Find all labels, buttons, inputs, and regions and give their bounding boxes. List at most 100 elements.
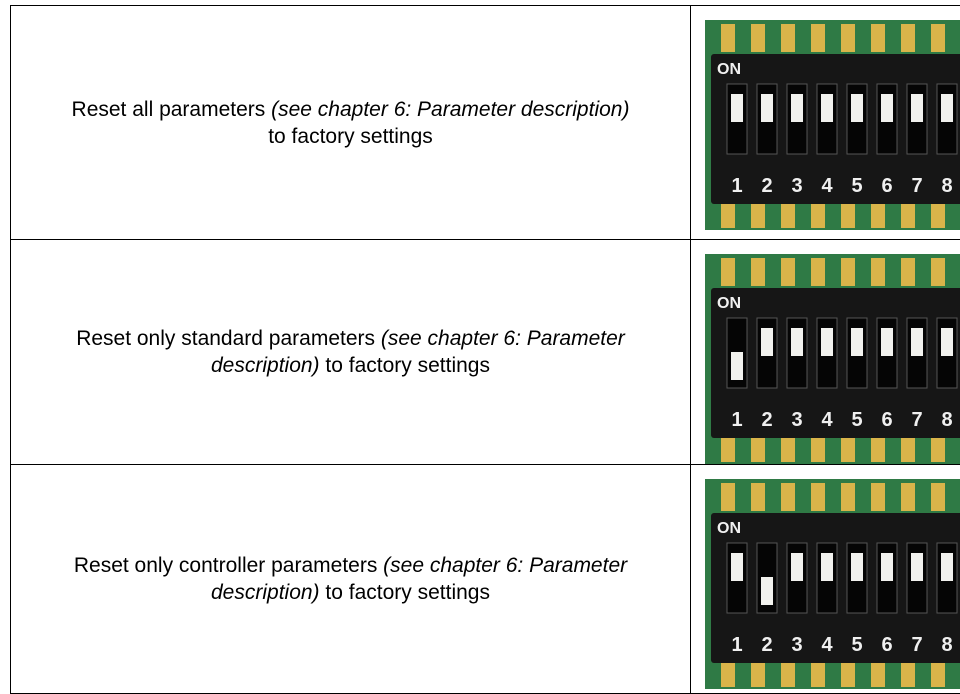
pin <box>721 200 735 228</box>
paddle <box>911 94 923 122</box>
pin <box>871 24 885 52</box>
pin <box>841 434 855 462</box>
pin <box>811 200 825 228</box>
suffix: to factory settings <box>319 354 490 377</box>
action-text: Reset only standard parameters <box>76 327 381 350</box>
pin <box>901 659 915 687</box>
paddle <box>851 328 863 356</box>
action-text: Reset all parameters <box>71 97 272 121</box>
image-cell: ON 1 2 3 4 5 6 7 8 <box>690 464 960 694</box>
position-label: 4 <box>821 634 833 656</box>
reference: (see chapter 6: Parameter description) <box>211 327 625 377</box>
pin <box>721 434 735 462</box>
pin <box>751 200 765 228</box>
description: Reset only controller parameters (see ch… <box>61 552 640 606</box>
paddle <box>881 328 893 356</box>
pin <box>901 200 915 228</box>
description-cell: Reset only controller parameters (see ch… <box>10 464 691 694</box>
position-label: 7 <box>911 175 922 197</box>
pin <box>751 258 765 286</box>
pin <box>871 483 885 511</box>
position-label: 1 <box>731 175 742 197</box>
pin <box>931 24 945 52</box>
reference: (see chapter 6: Parameter description) <box>271 97 630 121</box>
position-label: 6 <box>881 634 892 656</box>
paddle <box>851 94 863 122</box>
position-label: 5 <box>851 175 862 197</box>
pin <box>931 659 945 687</box>
paddle <box>821 328 833 356</box>
pin <box>721 24 735 52</box>
paddle <box>941 94 953 122</box>
pin <box>931 434 945 462</box>
action-text: Reset only controller parameters <box>73 554 384 577</box>
position-label: 8 <box>941 634 952 656</box>
paddle <box>911 553 923 581</box>
image-cell: ON 1 2 3 4 5 6 7 8 <box>690 239 960 465</box>
position-label: 3 <box>791 634 802 656</box>
pin <box>781 258 795 286</box>
pin <box>901 258 915 286</box>
description-cell: Reset only standard parameters (see chap… <box>10 239 691 465</box>
paddle <box>731 553 743 581</box>
on-label: ON <box>717 520 741 537</box>
pin <box>871 200 885 228</box>
paddle <box>881 553 893 581</box>
pin <box>751 483 765 511</box>
position-label: 3 <box>791 409 802 431</box>
paddle <box>791 553 803 581</box>
on-label: ON <box>717 295 741 312</box>
position-label: 6 <box>881 409 892 431</box>
paddle <box>821 553 833 581</box>
pin <box>781 200 795 228</box>
pin <box>871 434 885 462</box>
pin <box>871 659 885 687</box>
paddle <box>821 94 833 122</box>
dip-switch-photo: ON 1 2 3 4 5 6 7 8 <box>705 479 960 689</box>
position-label: 7 <box>911 409 922 431</box>
on-label: ON <box>717 61 741 78</box>
suffix: to factory settings <box>319 581 490 604</box>
pin <box>751 659 765 687</box>
pin <box>931 258 945 286</box>
paddle <box>881 94 893 122</box>
pin <box>871 258 885 286</box>
paddle <box>851 553 863 581</box>
pin <box>751 434 765 462</box>
position-label: 3 <box>791 175 802 197</box>
paddle <box>791 94 803 122</box>
description: Reset all parameters (see chapter 6: Par… <box>61 96 640 150</box>
pin <box>841 200 855 228</box>
paddle <box>761 94 773 122</box>
pin <box>841 24 855 52</box>
position-label: 4 <box>821 175 833 197</box>
pin <box>781 659 795 687</box>
suffix: to factory settings <box>268 124 433 148</box>
pin <box>781 24 795 52</box>
position-label: 1 <box>731 409 742 431</box>
pin <box>901 483 915 511</box>
description: Reset only standard parameters (see chap… <box>61 325 640 379</box>
description-cell: Reset all parameters (see chapter 6: Par… <box>10 5 691 240</box>
pin <box>721 258 735 286</box>
pin <box>751 24 765 52</box>
pin <box>811 483 825 511</box>
pin <box>841 258 855 286</box>
pin <box>931 200 945 228</box>
position-label: 2 <box>761 409 772 431</box>
position-label: 8 <box>941 175 952 197</box>
paddle <box>761 577 773 605</box>
pin <box>931 483 945 511</box>
position-label: 5 <box>851 634 862 656</box>
pin <box>781 483 795 511</box>
pin <box>901 434 915 462</box>
pin <box>841 659 855 687</box>
pin <box>721 483 735 511</box>
pin <box>811 659 825 687</box>
paddle <box>791 328 803 356</box>
dip-switch-photo: ON 1 2 3 4 5 6 7 8 <box>705 20 960 230</box>
position-label: 6 <box>881 175 892 197</box>
paddle <box>941 553 953 581</box>
pin <box>901 24 915 52</box>
